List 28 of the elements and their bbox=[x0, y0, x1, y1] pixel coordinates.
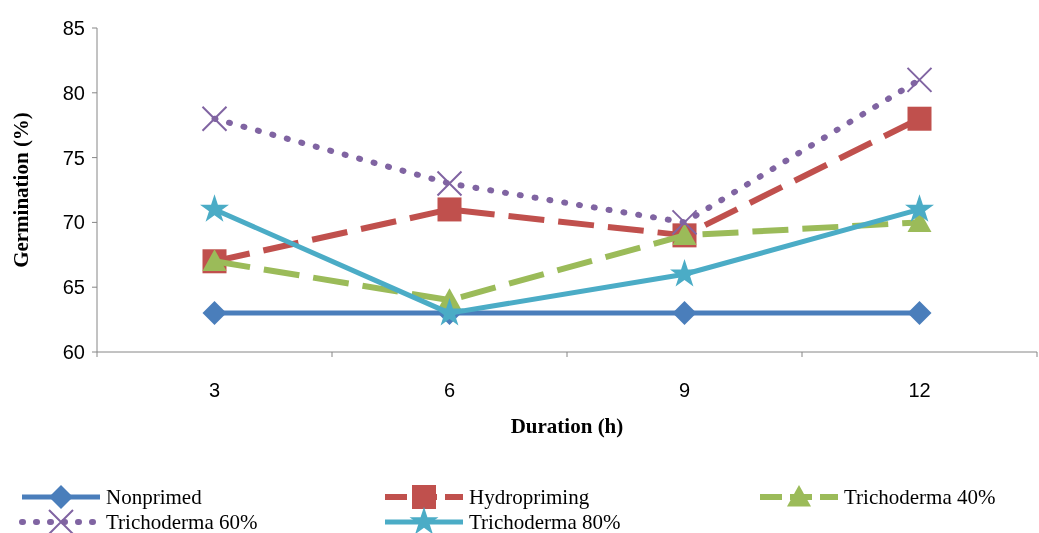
point bbox=[437, 197, 462, 222]
point bbox=[905, 194, 934, 222]
point bbox=[671, 209, 698, 236]
x-tick-label: 9 bbox=[678, 379, 691, 401]
point bbox=[200, 194, 229, 222]
legend-label: Trichoderma 40% bbox=[844, 485, 996, 510]
y-tick-label: 65 bbox=[62, 276, 85, 299]
y-tick-label: 60 bbox=[62, 341, 85, 363]
y-tick-label: 70 bbox=[62, 211, 85, 234]
y-tick-label: 75 bbox=[62, 146, 85, 169]
point bbox=[907, 106, 932, 131]
legend-label: Hydropriming bbox=[469, 485, 590, 510]
x-tick-label: 3 bbox=[208, 379, 221, 401]
point bbox=[907, 301, 932, 326]
y-axis-title: Germination (%) bbox=[9, 112, 33, 268]
legend-label: Nonprimed bbox=[106, 485, 203, 510]
point bbox=[672, 301, 697, 326]
point bbox=[436, 170, 463, 197]
legend-label: Trichoderma 80% bbox=[469, 510, 621, 533]
y-tick-label: 80 bbox=[62, 81, 85, 104]
x-axis-title: Duration (h) bbox=[510, 414, 624, 438]
x-tick-label: 6 bbox=[443, 379, 456, 401]
point bbox=[202, 301, 227, 326]
y-tick-label: 85 bbox=[62, 17, 85, 39]
x-tick-label: 12 bbox=[908, 379, 931, 401]
legend-label: Trichoderma 60% bbox=[106, 510, 258, 533]
point bbox=[201, 105, 228, 132]
point bbox=[906, 66, 933, 93]
